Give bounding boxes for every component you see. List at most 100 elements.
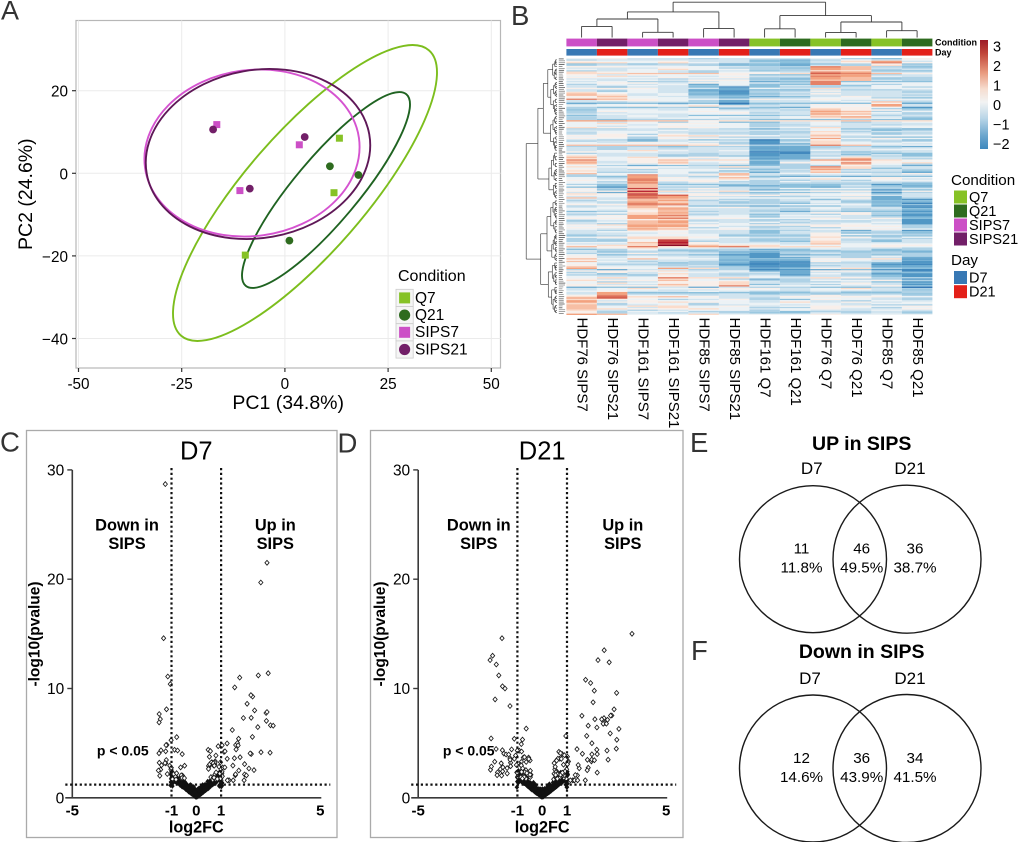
svg-text:0: 0	[538, 803, 546, 820]
svg-text:log2FC: log2FC	[169, 819, 224, 837]
svg-text:30: 30	[393, 462, 411, 479]
svg-text:34: 34	[907, 750, 924, 767]
svg-text:HDF161 Q7: HDF161 Q7	[757, 318, 774, 398]
svg-text:Up in: Up in	[255, 517, 296, 535]
svg-text:HDF161 SIPS21: HDF161 SIPS21	[665, 318, 682, 429]
svg-text:11.8%: 11.8%	[781, 560, 823, 577]
svg-text:49.5%: 49.5%	[840, 560, 883, 577]
svg-text:HDF85 Q21: HDF85 Q21	[909, 318, 926, 398]
svg-text:-1: -1	[511, 803, 524, 820]
svg-text:D7: D7	[180, 438, 213, 466]
svg-text:-log10(pvalue): -log10(pvalue)	[372, 581, 389, 686]
svg-text:D: D	[338, 428, 358, 459]
svg-text:14.6%: 14.6%	[780, 769, 823, 786]
svg-text:SIPS21: SIPS21	[415, 341, 468, 358]
svg-text:0: 0	[402, 790, 411, 807]
svg-text:5: 5	[662, 803, 670, 820]
svg-text:SIPS: SIPS	[257, 535, 294, 553]
svg-text:PC1 (34.8%): PC1 (34.8%)	[232, 392, 344, 414]
svg-text:Down in SIPS: Down in SIPS	[799, 641, 925, 663]
svg-text:43.9%: 43.9%	[840, 769, 883, 786]
svg-text:SIPS: SIPS	[460, 535, 497, 553]
svg-text:-log10(pvalue): -log10(pvalue)	[26, 581, 43, 686]
svg-text:3: 3	[993, 40, 1001, 56]
svg-text:0: 0	[192, 803, 200, 820]
svg-text:Up in: Up in	[602, 517, 643, 535]
svg-text:D7: D7	[799, 669, 821, 688]
svg-text:HDF161 SIPS7: HDF161 SIPS7	[635, 318, 652, 421]
svg-text:46: 46	[853, 541, 870, 558]
svg-text:A: A	[1, 0, 19, 26]
svg-text:C: C	[0, 427, 20, 458]
svg-text:0: 0	[56, 790, 65, 807]
svg-text:Day: Day	[951, 252, 978, 269]
svg-text:10: 10	[393, 681, 411, 698]
svg-text:p < 0.05: p < 0.05	[97, 742, 149, 758]
svg-text:-5: -5	[66, 803, 79, 820]
svg-text:41.5%: 41.5%	[893, 769, 936, 786]
svg-text:SIPS7: SIPS7	[415, 324, 459, 341]
svg-text:p < 0.05: p < 0.05	[443, 742, 495, 758]
svg-text:D7: D7	[969, 271, 988, 287]
svg-text:1: 1	[217, 803, 225, 820]
svg-text:Condition: Condition	[951, 172, 1015, 189]
svg-text:D21: D21	[969, 285, 996, 301]
svg-text:HDF76 SIPS7: HDF76 SIPS7	[574, 318, 591, 412]
svg-text:D21: D21	[894, 459, 925, 478]
svg-text:Down in: Down in	[95, 517, 159, 535]
svg-text:HDF76 Q21: HDF76 Q21	[848, 318, 865, 398]
svg-text:25: 25	[380, 376, 397, 393]
svg-text:Down in: Down in	[447, 517, 511, 535]
svg-text:PC2 (24.6%): PC2 (24.6%)	[15, 138, 37, 250]
svg-text:−40: −40	[42, 332, 68, 349]
svg-text:-25: -25	[171, 376, 193, 393]
svg-text:Q7: Q7	[969, 190, 988, 206]
svg-text:log2FC: log2FC	[515, 819, 570, 837]
svg-text:12: 12	[793, 750, 810, 767]
svg-text:SIPS7: SIPS7	[969, 218, 1010, 234]
svg-text:E: E	[690, 427, 708, 458]
svg-text:10: 10	[47, 681, 65, 698]
svg-text:HDF85 Q7: HDF85 Q7	[879, 318, 896, 390]
svg-text:HDF85 SIPS7: HDF85 SIPS7	[696, 318, 713, 412]
svg-text:-5: -5	[412, 803, 425, 820]
svg-text:F: F	[691, 635, 708, 666]
svg-text:11: 11	[794, 541, 810, 558]
svg-text:5: 5	[316, 803, 324, 820]
svg-text:0: 0	[281, 376, 290, 393]
svg-text:Condition: Condition	[935, 38, 977, 48]
svg-text:HDF76 Q7: HDF76 Q7	[818, 318, 835, 390]
svg-text:-1: -1	[165, 803, 178, 820]
svg-text:Day: Day	[935, 48, 952, 58]
svg-text:0: 0	[59, 166, 68, 183]
svg-text:−20: −20	[42, 249, 68, 266]
svg-text:38.7%: 38.7%	[893, 560, 936, 577]
svg-text:30: 30	[47, 462, 65, 479]
svg-text:-50: -50	[67, 376, 89, 393]
svg-text:SIPS: SIPS	[604, 535, 641, 553]
svg-text:HDF161 Q21: HDF161 Q21	[787, 318, 804, 406]
svg-text:D21: D21	[894, 669, 925, 688]
svg-text:Condition: Condition	[398, 268, 466, 285]
svg-text:SIPS21: SIPS21	[969, 232, 1018, 248]
svg-text:1: 1	[563, 803, 571, 820]
svg-text:2: 2	[993, 59, 1001, 75]
svg-text:20: 20	[47, 572, 65, 589]
svg-text:−2: −2	[993, 137, 1010, 153]
svg-text:Q7: Q7	[415, 290, 436, 307]
svg-text:Q21: Q21	[415, 307, 444, 324]
svg-text:20: 20	[393, 572, 411, 589]
svg-text:D7: D7	[801, 459, 823, 478]
svg-text:36: 36	[853, 750, 870, 767]
svg-text:SIPS: SIPS	[108, 535, 145, 553]
svg-text:−1: −1	[993, 118, 1010, 134]
svg-text:HDF76 SIPS21: HDF76 SIPS21	[604, 318, 621, 421]
svg-text:20: 20	[51, 84, 68, 101]
svg-text:D21: D21	[519, 438, 566, 466]
svg-text:Q21: Q21	[969, 204, 996, 220]
svg-text:UP in SIPS: UP in SIPS	[812, 433, 911, 455]
svg-text:50: 50	[483, 376, 500, 393]
svg-text:36: 36	[907, 541, 924, 558]
svg-text:B: B	[511, 0, 529, 31]
svg-text:HDF85 SIPS21: HDF85 SIPS21	[726, 318, 743, 421]
